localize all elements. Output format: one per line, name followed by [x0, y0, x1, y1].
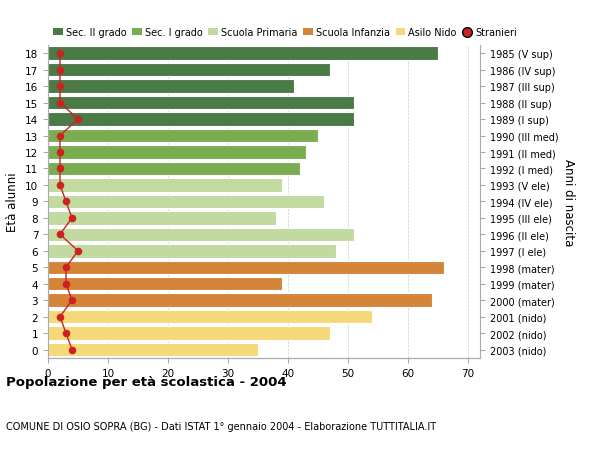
Text: COMUNE DI OSIO SOPRA (BG) - Dati ISTAT 1° gennaio 2004 - Elaborazione TUTTITALIA: COMUNE DI OSIO SOPRA (BG) - Dati ISTAT 1… — [6, 421, 436, 431]
Bar — [48, 327, 330, 340]
Point — [55, 149, 65, 157]
Point — [61, 330, 71, 337]
Bar — [48, 277, 282, 291]
Bar — [48, 228, 354, 241]
Point — [73, 247, 83, 255]
Point — [67, 297, 77, 304]
Bar — [48, 212, 276, 225]
Point — [61, 198, 71, 206]
Bar — [48, 294, 432, 307]
Point — [55, 100, 65, 107]
Point — [55, 165, 65, 173]
Point — [61, 264, 71, 271]
Point — [55, 83, 65, 90]
Bar — [48, 129, 318, 143]
Point — [55, 67, 65, 74]
Y-axis label: Età alunni: Età alunni — [7, 172, 19, 232]
Bar — [48, 310, 372, 324]
Point — [55, 231, 65, 239]
Bar — [48, 47, 438, 61]
Bar — [48, 261, 444, 274]
Bar — [48, 343, 258, 357]
Point — [55, 313, 65, 321]
Point — [67, 346, 77, 353]
Point — [55, 50, 65, 58]
Bar — [48, 179, 282, 192]
Legend: Sec. II grado, Sec. I grado, Scuola Primaria, Scuola Infanzia, Asilo Nido, Stran: Sec. II grado, Sec. I grado, Scuola Prim… — [53, 28, 517, 38]
Point — [55, 182, 65, 189]
Point — [73, 116, 83, 123]
Bar — [48, 245, 336, 258]
Bar — [48, 162, 300, 176]
Point — [55, 133, 65, 140]
Bar — [48, 80, 294, 94]
Bar — [48, 113, 354, 127]
Point — [67, 215, 77, 222]
Text: Popolazione per età scolastica - 2004: Popolazione per età scolastica - 2004 — [6, 375, 287, 388]
Point — [61, 280, 71, 288]
Bar — [48, 146, 306, 159]
Y-axis label: Anni di nascita: Anni di nascita — [562, 158, 575, 246]
Bar — [48, 195, 324, 209]
Bar — [48, 64, 330, 77]
Bar — [48, 97, 354, 110]
